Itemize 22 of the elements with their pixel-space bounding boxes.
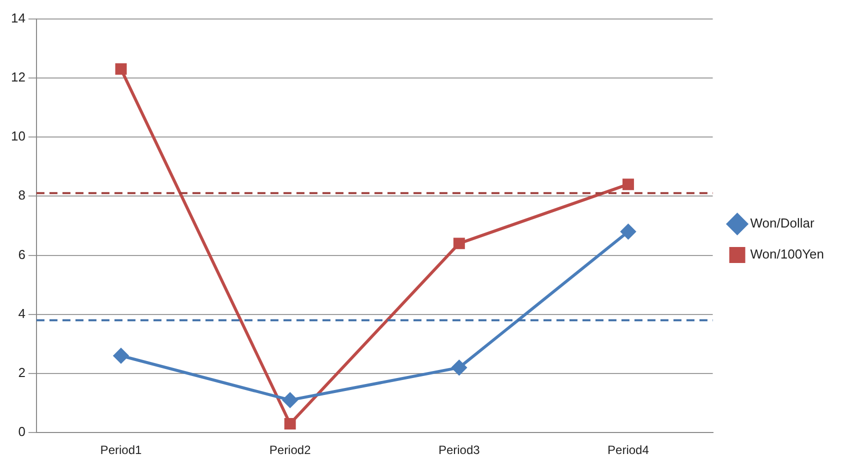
- point: [452, 360, 467, 376]
- y-tick-label: 6: [18, 246, 26, 262]
- y-tick-label: 12: [10, 69, 26, 84]
- point: [115, 63, 127, 75]
- y-tick-label: 8: [18, 188, 26, 203]
- x-tick-label: Period4: [608, 443, 650, 458]
- point: [453, 238, 465, 250]
- legend-label: Won/100Yen: [750, 246, 824, 262]
- y-tick-label: 4: [18, 306, 26, 321]
- point: [620, 224, 636, 240]
- y-tick-label: 10: [10, 128, 26, 144]
- y-tick-label: 14: [10, 10, 26, 26]
- x-tick-label: Period1: [100, 443, 142, 458]
- point: [284, 418, 296, 430]
- x-tick-label: Period3: [438, 443, 480, 458]
- legend-label: Won/Dollar: [750, 216, 815, 231]
- point: [622, 178, 634, 190]
- y-tick-label: 2: [18, 365, 26, 380]
- x-tick-label: Period2: [269, 443, 312, 458]
- point: [114, 348, 128, 364]
- point: [282, 392, 298, 408]
- y-tick-label: 0: [18, 424, 26, 440]
